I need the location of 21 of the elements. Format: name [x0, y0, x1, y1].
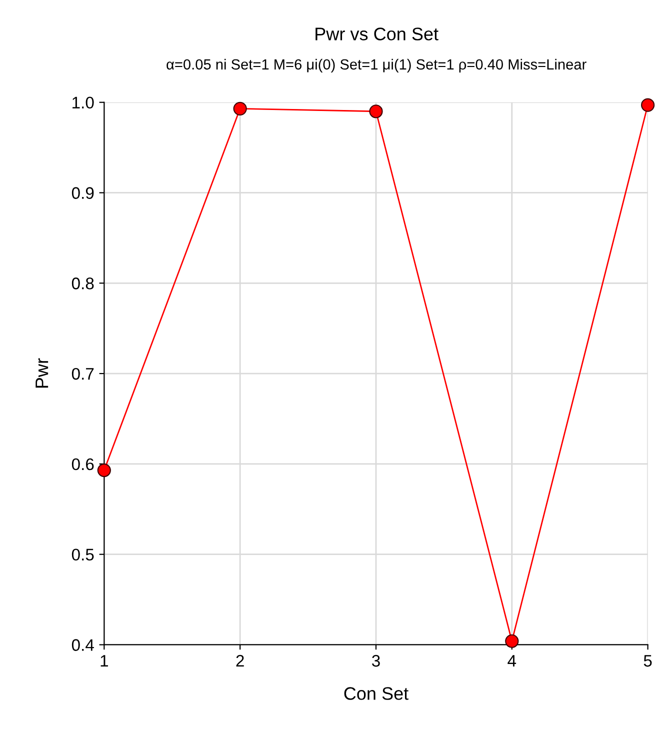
y-tick-label: 0.7 [72, 368, 94, 380]
x-axis-title: Con Set [344, 687, 408, 700]
y-axis-title: Pwr [36, 358, 48, 388]
x-tick-label: 4 [508, 655, 516, 667]
y-tick-label: 0.8 [72, 278, 94, 290]
x-tick-label: 2 [236, 654, 244, 667]
point [641, 98, 655, 112]
x-tick-label: 1 [100, 655, 108, 667]
x-tick-label: 3 [372, 654, 380, 667]
y-tick-label: 0.5 [72, 548, 94, 561]
point [233, 102, 247, 116]
point [369, 104, 383, 118]
y-tick-label: 1.0 [72, 96, 94, 109]
point [505, 634, 519, 648]
x-tick-label: 5 [644, 655, 652, 667]
chart-subtitle: α=0.05 ni Set=1 M=6 μi(0) Set=1 μi(1) Set=1 ρ=0.40 Miss=Linear [166, 58, 586, 72]
y-tick-label: 0.4 [72, 639, 94, 651]
chart-title: Pwr vs Con Set [316, 28, 438, 40]
y-tick-label: 0.6 [72, 458, 94, 470]
y-tick-label: 0.9 [72, 187, 94, 199]
point [97, 463, 111, 478]
